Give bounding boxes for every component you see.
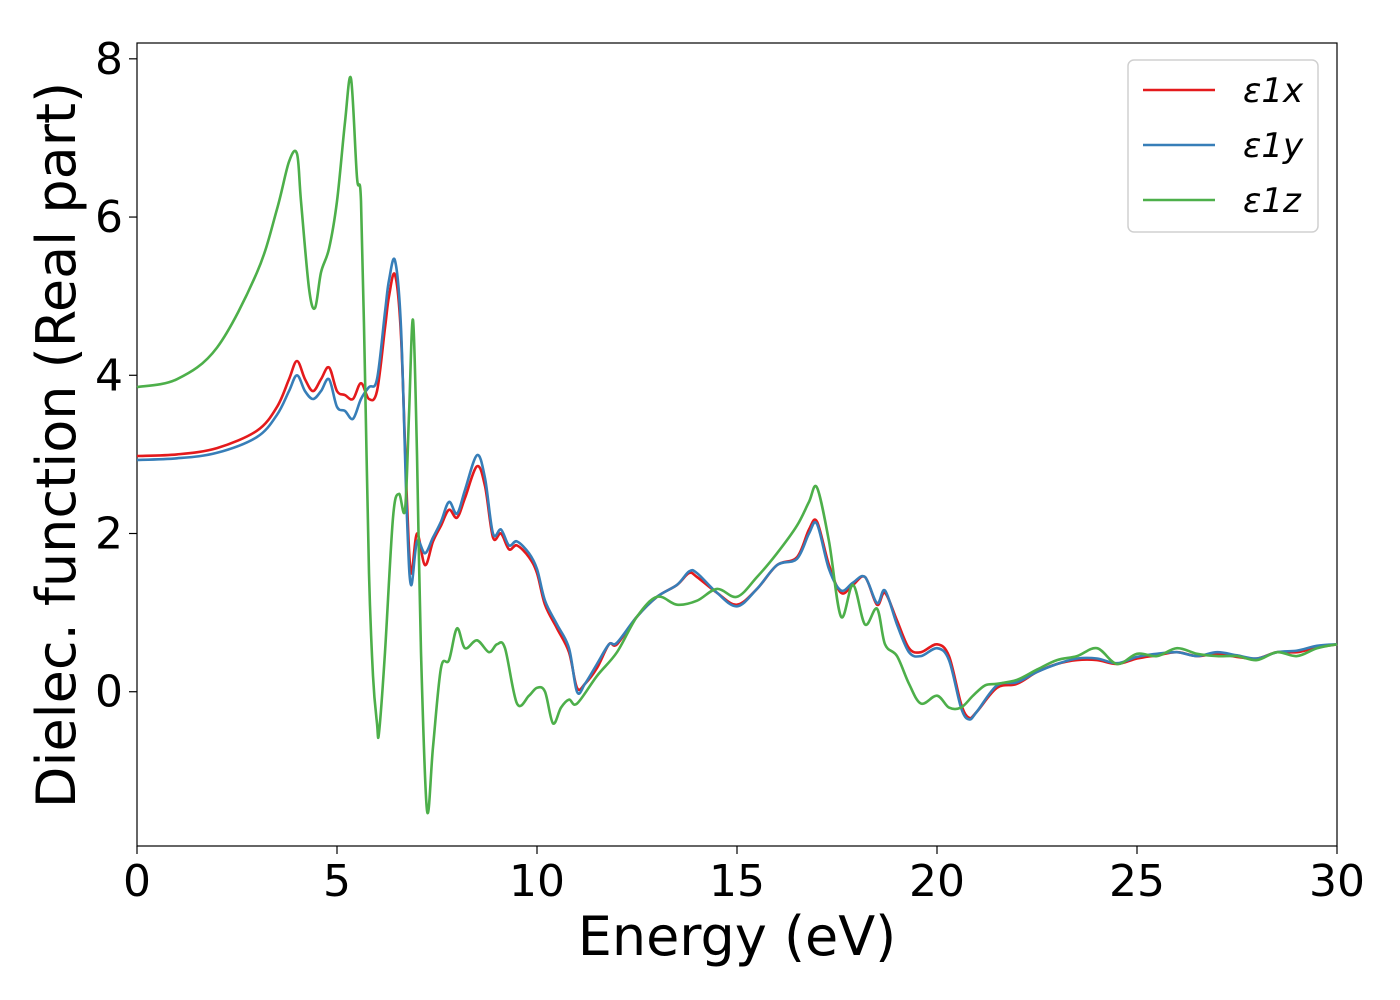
legend-label-1: ε1x bbox=[1243, 71, 1304, 111]
y-tick-label: 0 bbox=[95, 667, 123, 718]
series-line-2 bbox=[136, 257, 1338, 721]
series-layer bbox=[136, 75, 1338, 815]
y-tick-label: 2 bbox=[95, 509, 123, 560]
x-tick-label: 30 bbox=[1309, 856, 1365, 907]
legend-label-3: ε1z bbox=[1243, 181, 1302, 221]
x-tick-label: 20 bbox=[909, 856, 965, 907]
y-axis-ticks: 0 2 4 6 8 bbox=[95, 34, 137, 718]
legend-label-2: ε1y bbox=[1243, 126, 1304, 166]
y-tick-label: 4 bbox=[95, 350, 123, 401]
y-tick-label: 6 bbox=[95, 192, 123, 243]
x-axis-label: Energy (eV) bbox=[578, 905, 897, 968]
y-tick-label: 8 bbox=[95, 34, 123, 85]
legend-frame bbox=[1127, 59, 1319, 233]
x-axis-ticks: 0 5 10 15 20 25 30 bbox=[123, 846, 1365, 907]
legend: ε1x ε1y ε1z bbox=[1127, 59, 1319, 233]
x-tick-label: 0 bbox=[123, 856, 151, 907]
x-tick-label: 15 bbox=[709, 856, 765, 907]
y-axis-label: Dielec. function (Real part) bbox=[25, 82, 88, 808]
series-line-3 bbox=[136, 75, 1338, 815]
x-tick-label: 25 bbox=[1109, 856, 1165, 907]
x-tick-label: 5 bbox=[323, 856, 351, 907]
x-tick-label: 10 bbox=[509, 856, 565, 907]
